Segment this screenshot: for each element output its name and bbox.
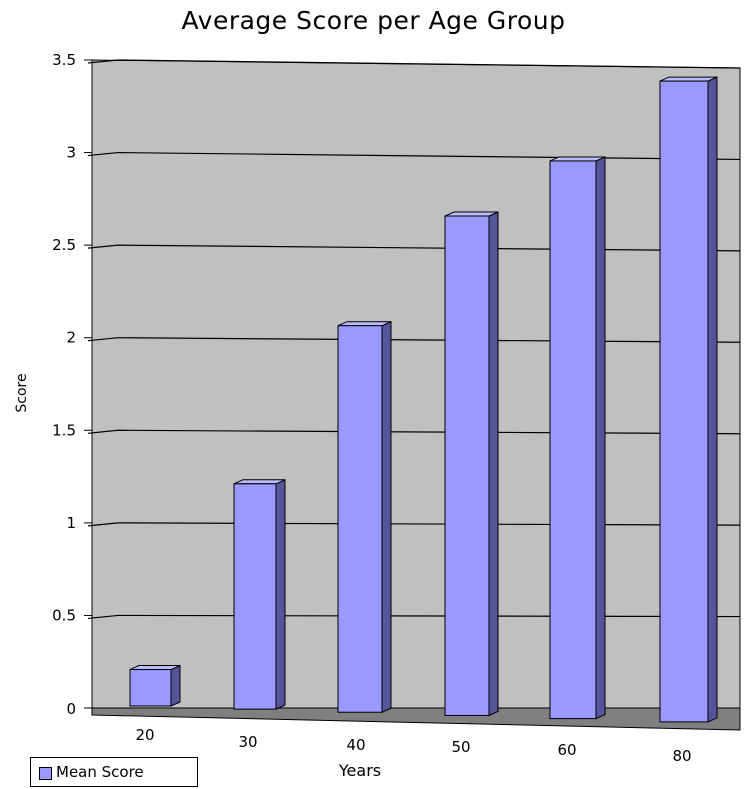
gridlines [87, 59, 741, 620]
x-tick-label: 80 [672, 747, 691, 765]
bar-top [337, 321, 392, 327]
x-axis-label: Years [338, 761, 382, 780]
bar-side [707, 76, 718, 723]
x-tick-label: 20 [135, 726, 154, 744]
y-axis-label: Score [14, 373, 30, 413]
x-tick-label: 40 [346, 736, 365, 754]
gridline [87, 244, 741, 252]
gridline [87, 429, 741, 435]
gridline [87, 337, 741, 343]
x-tick-label: 60 [557, 741, 576, 759]
y-tick-label: 0 [66, 700, 76, 718]
bar-front [129, 669, 172, 707]
y-tick-label: 2.5 [52, 236, 76, 254]
gridline [87, 614, 741, 620]
floor [91, 707, 741, 731]
bars [129, 76, 718, 723]
legend: Mean Score [30, 757, 198, 787]
bar-front [549, 160, 597, 720]
y-tick-label: 1.5 [52, 421, 76, 439]
gridline [87, 522, 741, 527]
y-tick-label: 3 [66, 144, 76, 162]
bar-top [129, 665, 181, 671]
gridline [87, 59, 741, 69]
bar-side [595, 156, 606, 720]
bar-top [659, 76, 718, 82]
bar-side [275, 479, 286, 710]
bar [549, 156, 606, 720]
bar-front [337, 325, 383, 713]
y-tick-label: 2 [66, 329, 76, 347]
back-wall [91, 59, 741, 709]
x-axis-ticks: 20 30 40 50 60 80 [135, 726, 691, 765]
legend-swatch [39, 767, 52, 780]
bar-front [659, 80, 709, 723]
chart-walls [91, 59, 741, 731]
bar-top [444, 211, 499, 217]
bar-front [233, 483, 277, 710]
gridline [87, 151, 741, 161]
bar [233, 479, 286, 710]
y-tick-label: 0.5 [52, 606, 76, 624]
y-tick-label: 1 [66, 514, 76, 532]
bar [129, 664, 181, 707]
bar-side [488, 211, 499, 717]
bar [659, 76, 718, 723]
bar-top [233, 479, 286, 485]
bar [444, 211, 499, 717]
chart-title: Average Score per Age Group [181, 6, 566, 35]
x-tick-label: 50 [451, 738, 470, 756]
bar-top [549, 156, 606, 162]
y-tick-label: 3.5 [52, 51, 76, 69]
x-tick-label: 30 [238, 733, 257, 751]
bar-front [444, 215, 490, 716]
y-axis-ticks: 0 0.5 1 1.5 2 2.5 3 3.5 [52, 51, 92, 718]
bar-side [170, 664, 181, 707]
bar-side [381, 320, 392, 714]
legend-label: Mean Score [56, 763, 144, 781]
bar [337, 320, 392, 714]
